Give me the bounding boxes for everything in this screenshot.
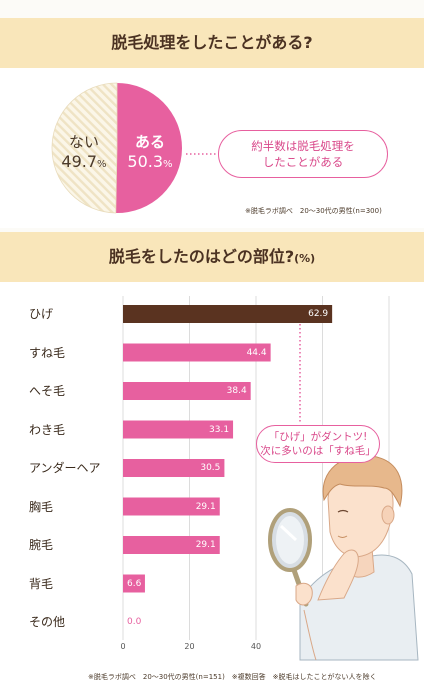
callout-beard-line2: 次に多いのは「すね毛」 <box>260 445 376 457</box>
pie-label-no-value: 49.7 <box>61 152 98 171</box>
bar-value-label: 33.1 <box>209 424 230 435</box>
bar-value-label: 29.1 <box>195 540 216 550</box>
section1-header <box>0 18 424 68</box>
section2-header <box>0 232 424 282</box>
pie-slice-no <box>51 82 118 214</box>
pie-label-no-unit: % <box>97 159 107 170</box>
bar <box>123 305 333 323</box>
pie-label-no-name: ない <box>68 133 99 151</box>
bar <box>123 420 234 439</box>
section2-title: 脱毛をしたのはどの部位? <box>108 247 295 266</box>
bar <box>123 459 225 477</box>
pie-label-no: ない 49.7% <box>56 132 112 175</box>
x-tick-label: 40 <box>251 642 261 651</box>
bar-value-label: 6.6 <box>127 578 142 589</box>
bar-value-label: 44.4 <box>246 347 267 358</box>
bar-value-label: 29.1 <box>195 501 216 512</box>
bar <box>123 536 220 554</box>
section1-title: 脱毛処理をしたことがある? <box>111 33 313 52</box>
category-label: その他 <box>29 615 66 629</box>
x-tick-label: 0 <box>120 642 125 651</box>
category-label: アンダーヘア <box>29 461 101 475</box>
category-label: へそ毛 <box>29 384 66 398</box>
x-tick-label: 20 <box>184 642 194 651</box>
bar-value-label: 30.5 <box>200 463 221 473</box>
pie-label-yes-unit: % <box>163 159 173 170</box>
pie-label-yes-value: 50.3 <box>127 152 164 171</box>
category-label: すね毛 <box>29 345 66 360</box>
bar-value-label: 0.0 <box>127 617 142 627</box>
category-label: 腕毛 <box>29 538 54 552</box>
pie-slice-yes <box>115 83 183 213</box>
callout-half-line1: 約半数は脱毛処理を <box>251 139 355 153</box>
callout-half: 約半数は脱毛処理を したことがある <box>218 130 388 178</box>
bar <box>123 382 251 400</box>
section2-source-note: ※脱毛ラボ調べ 20〜30代の男性(n=151) ※複数回答 ※脱毛はしたことが… <box>88 673 377 681</box>
pie-label-yes: ある 50.3% <box>120 132 180 175</box>
callout-beard-line1: 「ひげ」がダントツ! <box>268 431 368 443</box>
section1-source-note: ※脱毛ラボ調べ 20〜30代の男性(n=300) <box>245 207 382 215</box>
category-label: ひげ <box>29 307 54 321</box>
section2-title-unit: (%) <box>294 252 316 265</box>
pie-label-yes-name: ある <box>134 133 165 151</box>
section2-title-wrap: 脱毛をしたのはどの部位?(%) <box>0 247 424 269</box>
bar <box>123 497 220 516</box>
callout-half-line2: したことがある <box>262 155 344 169</box>
category-label: わき毛 <box>29 422 66 437</box>
bar-value-label: 62.9 <box>308 309 329 319</box>
callout-beard: 「ひげ」がダントツ! 次に多いのは「すね毛」 <box>256 425 380 463</box>
bar-value-label: 38.4 <box>226 386 247 396</box>
bar <box>123 574 145 593</box>
bar <box>123 343 271 362</box>
category-label: 背毛 <box>29 576 54 591</box>
category-label: 胸毛 <box>29 499 54 514</box>
